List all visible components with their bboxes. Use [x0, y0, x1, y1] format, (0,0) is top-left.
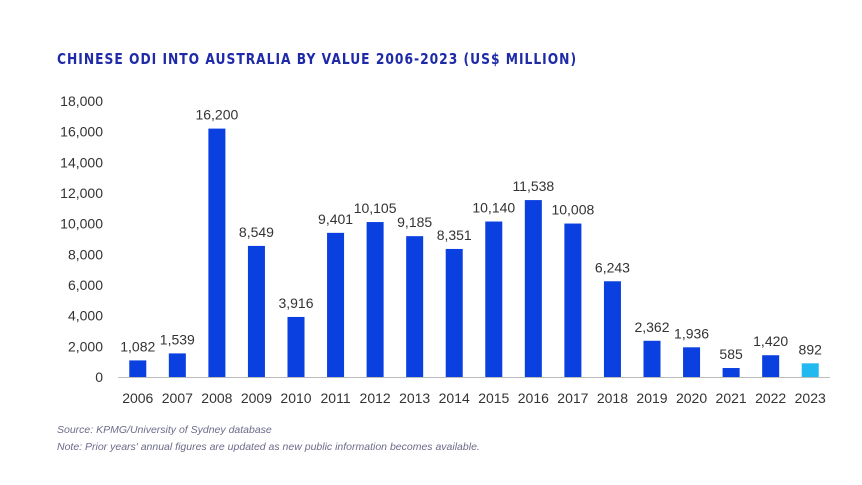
bar: [287, 316, 305, 377]
x-tick-label: 2021: [716, 390, 747, 406]
y-tick-label: 10,000: [60, 216, 103, 232]
data-label: 10,105: [354, 200, 397, 216]
y-axis: 0 2,000 4,000 6,000 8,000 10,000 12,000 14,000 1…: [60, 93, 103, 385]
y-tick-label: 16,000: [60, 124, 103, 140]
x-tick-label: 2022: [755, 390, 786, 406]
data-label: 6,243: [595, 259, 630, 275]
bar: [406, 236, 424, 377]
x-tick-label: 2012: [360, 390, 391, 406]
footnotes: Source: KPMG/University of Sydney databa…: [57, 422, 480, 456]
x-tick-label: 2020: [676, 390, 707, 406]
x-tick-label: 2006: [122, 390, 153, 406]
x-tick-label: 2011: [321, 390, 351, 406]
data-label: 892: [799, 341, 823, 357]
bar: [683, 347, 701, 377]
source-note: Source: KPMG/University of Sydney databa…: [57, 424, 272, 436]
chart-title: CHINESE ODI INTO AUSTRALIA BY VALUE 2006…: [57, 50, 578, 68]
bar: [722, 368, 740, 377]
bar: [247, 245, 265, 377]
data-label: 9,401: [318, 211, 353, 227]
x-tick-label: 2015: [478, 390, 509, 406]
y-tick-label: 18,000: [60, 93, 103, 109]
data-labels: 1,082 1,539 16,200 8,549 3,916 9,40110,1059,1…: [120, 107, 822, 362]
data-label: 16,200: [195, 107, 238, 123]
x-tick-label: 2016: [518, 390, 549, 406]
data-label: 10,140: [472, 200, 515, 216]
bar: [564, 223, 582, 377]
x-tick-label: 2009: [241, 390, 272, 406]
y-tick-label: 14,000: [60, 154, 103, 170]
bar: [366, 222, 384, 377]
bar: [762, 355, 780, 377]
y-tick-label: 6,000: [68, 277, 103, 293]
bar: [208, 128, 226, 377]
x-tick-label: 2010: [280, 390, 311, 406]
bar: [603, 281, 621, 377]
bar: [801, 363, 819, 377]
data-label: 8,351: [437, 227, 472, 243]
x-tick-label: 2014: [439, 390, 470, 406]
bar: [485, 221, 503, 377]
y-tick-label: 12,000: [60, 185, 103, 201]
data-label: 11,538: [512, 178, 554, 194]
x-tick-label: 2018: [597, 390, 628, 406]
x-tick-label: 2017: [557, 390, 588, 406]
y-tick-label: 4,000: [68, 308, 103, 324]
x-tick-label: 2019: [636, 390, 667, 406]
bar: [168, 353, 186, 377]
data-label: 8,549: [239, 224, 274, 240]
data-label: 1,936: [674, 325, 709, 341]
y-tick-label: 0: [95, 369, 103, 385]
x-tick-label: 2008: [201, 390, 232, 406]
bar: [327, 232, 345, 377]
data-label: 1,539: [160, 331, 195, 347]
x-tick-label: 2013: [399, 390, 430, 406]
data-label: 10,008: [551, 202, 594, 218]
x-tick-label: 2023: [795, 390, 826, 406]
y-tick-label: 8,000: [68, 246, 103, 262]
data-label: 3,916: [278, 295, 313, 311]
data-label: 585: [719, 346, 743, 362]
bar: [129, 360, 147, 377]
data-label: 1,420: [753, 333, 788, 349]
data-label: 1,082: [120, 338, 155, 354]
data-label: 9,185: [397, 214, 432, 230]
bar: [445, 248, 463, 377]
data-label: 2,362: [634, 319, 669, 335]
x-tick-label: 2007: [162, 390, 193, 406]
bar: [524, 200, 542, 377]
bar: [643, 340, 661, 377]
x-axis: 2006 2007 2008 2009 2010 2011 2012 2013 2014 2015…: [122, 390, 826, 406]
y-tick-label: 2,000: [68, 338, 103, 354]
bars: [129, 128, 819, 377]
prior-years-note: Note: Prior years' annual figures are up…: [57, 441, 480, 453]
